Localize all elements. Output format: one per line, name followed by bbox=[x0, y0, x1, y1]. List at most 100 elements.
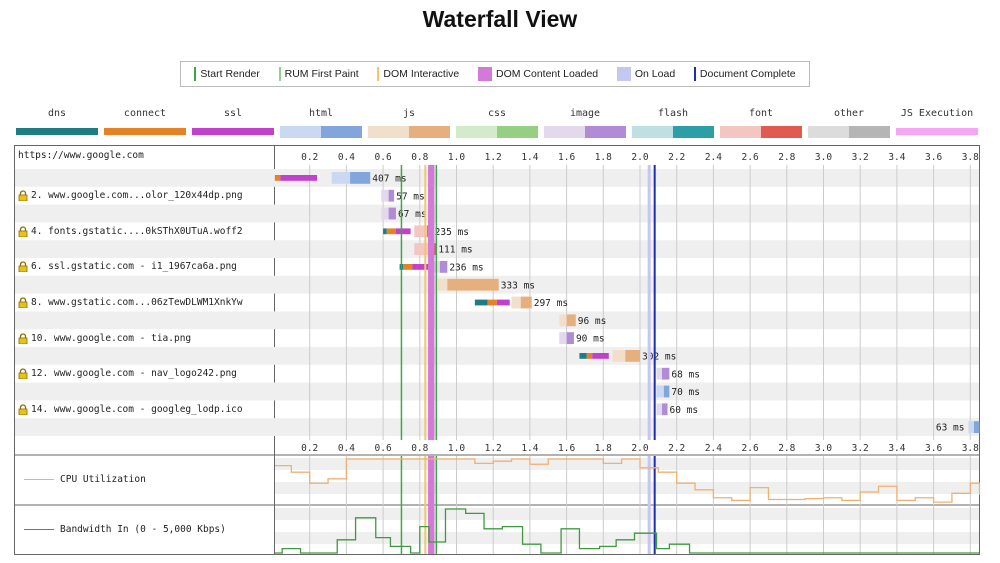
duration-label: 57 ms bbox=[396, 191, 425, 202]
request-row[interactable]: 14. www.google.com - googleg_lodp.ico bbox=[18, 400, 243, 418]
wait-segment bbox=[414, 243, 431, 255]
event-marker-swatch bbox=[278, 67, 281, 81]
wait-segment bbox=[436, 278, 448, 291]
type-legend-label: JS Execution bbox=[900, 108, 974, 119]
tick-label-top: 2.2 bbox=[668, 152, 685, 163]
tick-label-top: 3.4 bbox=[888, 152, 905, 163]
request-bar bbox=[656, 403, 668, 416]
request-row[interactable]: 2. www.google.com...olor_120x44dp.png bbox=[18, 187, 243, 205]
event-legend-item: On Load bbox=[616, 67, 676, 81]
type-legend-swatch bbox=[368, 126, 450, 138]
tick-label-top: 0.8 bbox=[411, 152, 428, 163]
request-label: 14. www.google.com - googleg_lodp.ico bbox=[31, 403, 243, 415]
request-label: 8. www.gstatic.com...06zTewDLWM1XnkYw bbox=[31, 296, 243, 308]
tick-label-bottom: 0.8 bbox=[411, 443, 428, 454]
duration-label: 67 ms bbox=[398, 209, 427, 220]
download-segment bbox=[520, 296, 532, 309]
dns-segment bbox=[474, 299, 488, 306]
type-legend-label: other bbox=[833, 108, 865, 119]
tick-label-bottom: 0.4 bbox=[338, 443, 355, 454]
type-legend-swatch bbox=[720, 126, 802, 138]
request-bar bbox=[579, 350, 640, 362]
type-legend-swatch bbox=[544, 126, 626, 138]
tick-label-bottom: 3.6 bbox=[925, 443, 942, 454]
tick-label-bottom: 2.8 bbox=[778, 443, 795, 454]
request-bar bbox=[274, 172, 371, 184]
request-row[interactable]: 10. www.google.com - tia.png bbox=[18, 329, 191, 347]
type-legend-label: css bbox=[487, 108, 507, 119]
request-bar bbox=[656, 367, 670, 380]
lock-icon bbox=[18, 190, 28, 202]
row-shade bbox=[15, 311, 979, 330]
tick-label-top: 1.8 bbox=[595, 152, 612, 163]
tick-label-bottom: 0.2 bbox=[301, 443, 318, 454]
request-row[interactable]: 4. fonts.gstatic....0kSThX0UTuA.woff2 bbox=[18, 222, 243, 240]
tick-label-top: 3.2 bbox=[852, 152, 869, 163]
connect-segment bbox=[274, 175, 281, 181]
type-legend-swatch bbox=[280, 126, 362, 138]
download-segment bbox=[439, 261, 448, 273]
waterfall-frame bbox=[14, 145, 980, 555]
bandwidth-in-line bbox=[275, 508, 980, 554]
bandwidth-legend: Bandwidth In (0 - 5,000 Kbps) bbox=[24, 524, 226, 535]
event-legend-item: Start Render bbox=[194, 67, 260, 81]
request-bar bbox=[381, 207, 396, 220]
dns-segment bbox=[383, 228, 387, 235]
tick-label-top: 3.6 bbox=[925, 152, 942, 163]
request-label: 12. www.google.com - nav_logo242.png bbox=[31, 368, 237, 380]
lock-icon bbox=[18, 297, 28, 308]
cpu-utilization-line bbox=[275, 458, 981, 503]
type-legend-swatch bbox=[192, 128, 274, 135]
dom-content-loaded-band bbox=[428, 456, 435, 554]
type-legend-label: dns bbox=[47, 108, 67, 119]
duration-label: 60 ms bbox=[670, 405, 699, 416]
connect-segment bbox=[586, 353, 593, 359]
type-legend-label: flash bbox=[657, 108, 689, 119]
tick-label-top: 3.0 bbox=[815, 152, 832, 163]
request-row[interactable]: 8. www.gstatic.com...06zTewDLWM1XnkYw bbox=[18, 294, 243, 312]
request-bar bbox=[381, 189, 395, 202]
duration-label: 96 ms bbox=[578, 316, 607, 327]
request-bar bbox=[656, 385, 670, 398]
wait-segment bbox=[559, 332, 567, 344]
duration-label: 297 ms bbox=[534, 298, 568, 309]
tick-label-top: 2.6 bbox=[742, 152, 759, 163]
duration-label: 70 ms bbox=[671, 387, 700, 398]
type-legend-swatch bbox=[104, 128, 186, 135]
event-legend-item: DOM Interactive bbox=[377, 67, 459, 81]
wait-segment bbox=[612, 350, 626, 362]
type-legend-label: font bbox=[748, 108, 774, 119]
download-segment bbox=[663, 385, 670, 398]
connect-segment bbox=[487, 299, 497, 306]
tick-label-bottom: 0.6 bbox=[375, 443, 392, 454]
request-row[interactable]: 12. www.google.com - nav_logo242.png bbox=[18, 365, 237, 383]
event-legend: Start Render RUM First Paint DOM Interacti… bbox=[180, 61, 810, 87]
lock-icon bbox=[18, 261, 28, 273]
ssl-segment bbox=[412, 264, 431, 270]
bandwidth-line-swatch bbox=[24, 529, 54, 530]
tick-label-top: 3.8 bbox=[962, 152, 979, 163]
panel-shade bbox=[275, 508, 979, 520]
wait-segment bbox=[559, 314, 567, 327]
request-bar bbox=[399, 261, 448, 273]
tick-label-top: 1.6 bbox=[558, 152, 575, 163]
cpu-label: CPU Utilization bbox=[60, 474, 146, 485]
type-legend-label: html bbox=[308, 108, 334, 119]
ssl-segment bbox=[280, 175, 318, 181]
tick-label-top: 1.2 bbox=[485, 152, 502, 163]
request-label: 6. ssl.gstatic.com - i1_1967ca6a.png bbox=[31, 261, 237, 273]
event-legend-label: On Load bbox=[634, 68, 676, 80]
event-legend-label: RUM First Paint bbox=[284, 68, 359, 80]
duration-label: 333 ms bbox=[501, 280, 535, 291]
request-row[interactable]: 6. ssl.gstatic.com - i1_1967ca6a.png bbox=[18, 258, 237, 276]
event-legend-item: DOM Content Loaded bbox=[478, 67, 598, 81]
tick-label-top: 0.2 bbox=[301, 152, 318, 163]
ssl-segment bbox=[592, 353, 609, 359]
wait-segment bbox=[381, 207, 389, 220]
event-marker-swatch bbox=[693, 67, 696, 81]
event-marker-swatch bbox=[377, 67, 380, 81]
request-label: 2. www.google.com...olor_120x44dp.png bbox=[31, 190, 243, 202]
tick-label-top: 2.8 bbox=[778, 152, 795, 163]
wait-segment bbox=[331, 172, 351, 184]
panel-shade bbox=[275, 458, 979, 470]
